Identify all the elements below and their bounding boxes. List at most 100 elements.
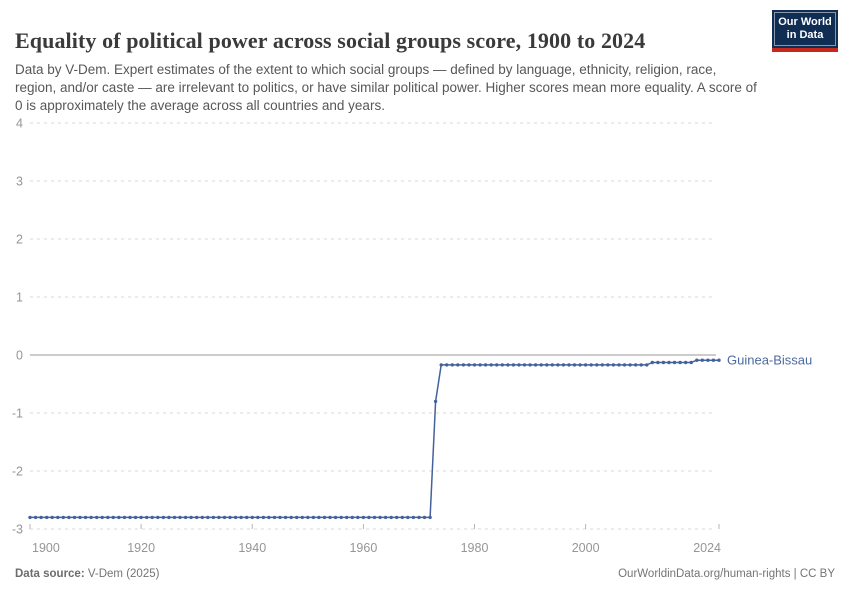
data-point[interactable] (278, 515, 282, 520)
data-point[interactable] (411, 515, 416, 520)
data-point[interactable] (367, 515, 371, 520)
data-point[interactable] (461, 363, 466, 367)
data-point[interactable] (345, 515, 349, 520)
data-point[interactable] (533, 363, 538, 367)
data-point[interactable] (95, 515, 99, 520)
data-point[interactable] (33, 515, 38, 520)
series-line-guinea-bissau[interactable] (30, 359, 719, 519)
data-point[interactable] (656, 360, 660, 365)
data-point[interactable] (311, 515, 316, 520)
data-point[interactable] (606, 363, 610, 367)
data-point[interactable] (561, 363, 566, 367)
data-point[interactable] (117, 515, 121, 520)
data-point[interactable] (400, 515, 404, 520)
data-point[interactable] (600, 363, 604, 367)
data-point[interactable] (350, 515, 354, 520)
data-point[interactable] (583, 363, 588, 367)
data-point[interactable] (211, 515, 216, 520)
data-point[interactable] (67, 515, 71, 520)
data-point[interactable] (261, 515, 266, 520)
data-point[interactable] (133, 515, 138, 520)
data-point[interactable] (122, 515, 127, 520)
data-point[interactable] (267, 515, 271, 520)
data-point[interactable] (589, 363, 593, 367)
data-point[interactable] (684, 360, 688, 365)
data-point[interactable] (111, 515, 116, 520)
data-point[interactable] (256, 515, 260, 520)
data-point[interactable] (717, 358, 721, 362)
data-point[interactable] (445, 363, 449, 367)
data-point[interactable] (317, 515, 321, 520)
data-point[interactable] (406, 515, 410, 520)
data-point[interactable] (611, 363, 616, 367)
data-point[interactable] (711, 358, 716, 362)
data-point[interactable] (189, 515, 193, 520)
data-point[interactable] (139, 515, 143, 520)
license-link[interactable]: OurWorldinData.org/human-rights | CC BY (618, 568, 835, 580)
data-point[interactable] (517, 363, 521, 367)
data-point[interactable] (695, 358, 699, 362)
data-point[interactable] (183, 515, 188, 520)
data-point[interactable] (78, 515, 82, 520)
data-point[interactable] (56, 515, 60, 520)
data-point[interactable] (156, 515, 160, 520)
data-point[interactable] (372, 515, 377, 520)
data-point[interactable] (472, 363, 477, 367)
data-point[interactable] (578, 363, 582, 367)
data-point[interactable] (478, 363, 482, 367)
data-point[interactable] (667, 360, 671, 365)
data-point[interactable] (339, 515, 343, 520)
data-point[interactable] (417, 515, 421, 520)
data-point[interactable] (145, 515, 149, 520)
data-point[interactable] (556, 363, 560, 367)
data-point[interactable] (39, 515, 43, 520)
data-point[interactable] (539, 363, 543, 367)
data-point[interactable] (217, 515, 221, 520)
data-point[interactable] (450, 363, 454, 367)
data-point[interactable] (178, 515, 182, 520)
data-point[interactable] (195, 515, 199, 520)
data-point[interactable] (483, 363, 488, 367)
data-point[interactable] (161, 515, 166, 520)
data-point[interactable] (395, 515, 399, 520)
data-point[interactable] (89, 515, 93, 520)
data-point[interactable] (383, 515, 388, 520)
data-point[interactable] (150, 515, 154, 520)
data-point[interactable] (272, 515, 277, 520)
data-point[interactable] (567, 363, 571, 367)
data-point[interactable] (572, 363, 577, 367)
data-point[interactable] (200, 515, 204, 520)
data-point[interactable] (528, 363, 532, 367)
data-point[interactable] (489, 363, 493, 367)
data-point[interactable] (245, 515, 249, 520)
data-point[interactable] (550, 363, 554, 367)
data-point[interactable] (545, 363, 549, 367)
data-point[interactable] (228, 515, 232, 520)
data-point[interactable] (100, 515, 104, 520)
data-point[interactable] (222, 515, 227, 520)
data-point[interactable] (250, 515, 254, 520)
data-point[interactable] (495, 363, 499, 367)
data-point[interactable] (628, 363, 632, 367)
data-point[interactable] (289, 515, 293, 520)
data-point[interactable] (439, 363, 443, 367)
data-point[interactable] (650, 360, 654, 365)
data-point[interactable] (356, 515, 360, 520)
data-point[interactable] (45, 515, 49, 520)
data-point[interactable] (617, 363, 621, 367)
data-point[interactable] (622, 363, 627, 367)
data-point[interactable] (295, 515, 299, 520)
data-point[interactable] (300, 515, 304, 520)
data-point[interactable] (661, 360, 666, 365)
series-label-guinea-bissau[interactable]: Guinea-Bissau (727, 353, 812, 368)
data-point[interactable] (233, 515, 238, 520)
data-point[interactable] (283, 515, 288, 520)
data-point[interactable] (83, 515, 88, 520)
data-point[interactable] (595, 363, 599, 367)
data-point[interactable] (456, 363, 460, 367)
data-point[interactable] (706, 358, 710, 362)
data-point[interactable] (50, 515, 54, 520)
data-point[interactable] (378, 515, 382, 520)
data-point[interactable] (672, 360, 677, 365)
data-point[interactable] (106, 515, 110, 520)
